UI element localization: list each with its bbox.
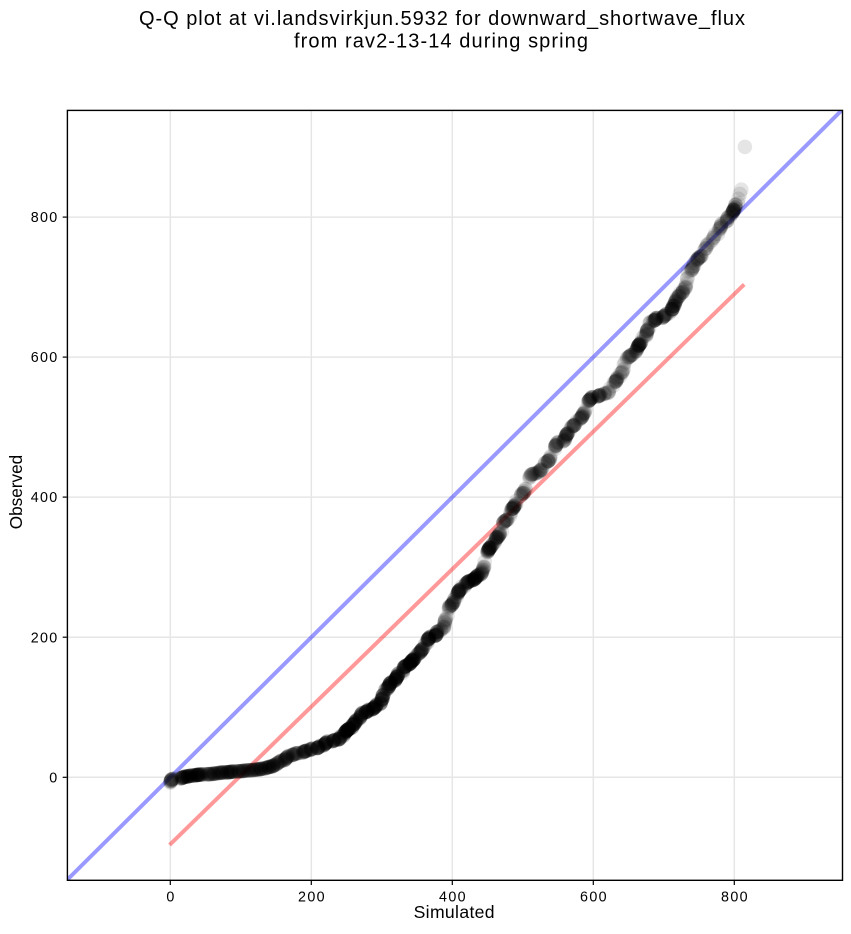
svg-text:Q-Q plot at vi.landsvirkjun.59: Q-Q plot at vi.landsvirkjun.5932 for dow… xyxy=(139,8,745,30)
svg-text:Observed: Observed xyxy=(6,455,26,530)
svg-text:Simulated: Simulated xyxy=(414,902,495,922)
svg-text:0: 0 xyxy=(49,770,57,786)
svg-text:from rav2-13-14 during spring: from rav2-13-14 during spring xyxy=(294,30,588,52)
svg-text:600: 600 xyxy=(31,350,58,366)
svg-text:800: 800 xyxy=(721,889,748,905)
svg-text:0: 0 xyxy=(166,889,174,905)
svg-text:800: 800 xyxy=(31,210,58,226)
svg-text:400: 400 xyxy=(439,889,466,905)
svg-text:200: 200 xyxy=(298,889,325,905)
svg-text:400: 400 xyxy=(31,490,58,506)
svg-text:200: 200 xyxy=(31,630,58,646)
svg-text:600: 600 xyxy=(580,889,607,905)
